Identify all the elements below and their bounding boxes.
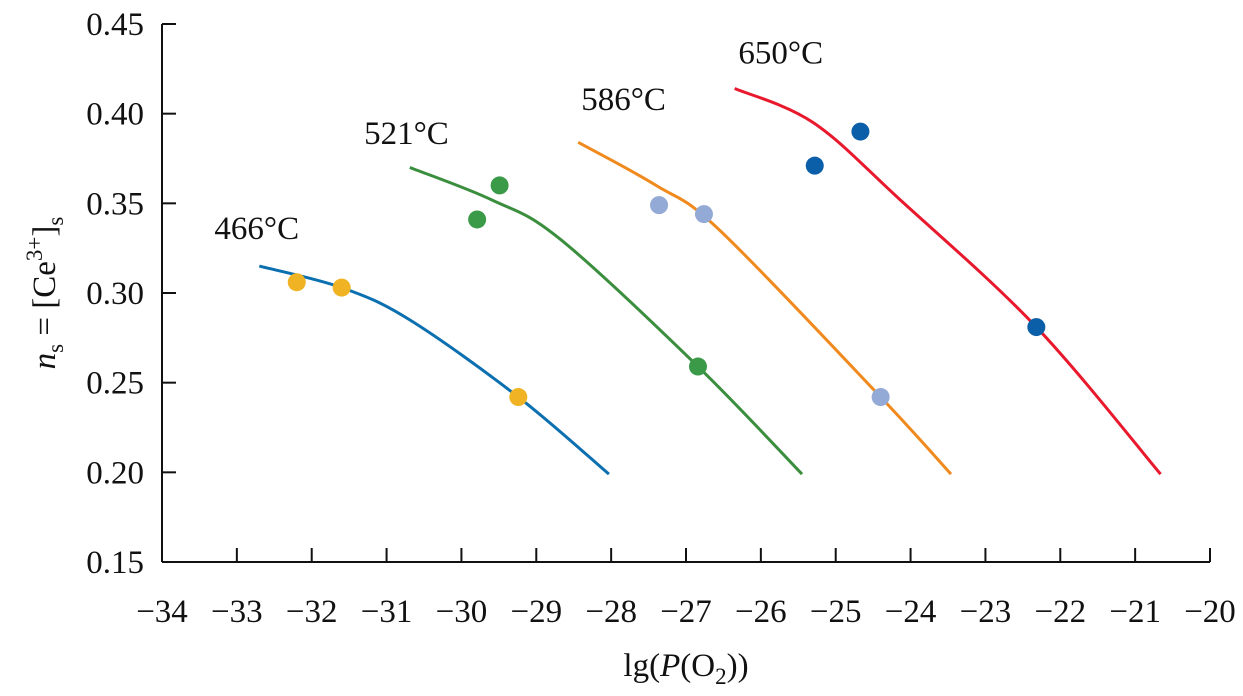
y-tick-label: 0.25 — [86, 366, 144, 402]
y-tick-label: 0.30 — [86, 276, 144, 312]
x-tick-label: −24 — [885, 594, 937, 630]
fit-curves — [258, 87, 1162, 476]
data-point — [871, 388, 890, 407]
y-tick-label: 0.40 — [86, 97, 144, 133]
x-tick-label: −33 — [211, 594, 263, 630]
y-tick-label: 0.45 — [86, 7, 144, 43]
fit-curve-1 — [409, 166, 804, 476]
data-point — [1027, 318, 1046, 337]
x-tick-label: −34 — [136, 594, 188, 630]
fit-curve-0 — [258, 264, 610, 476]
data-point — [694, 205, 713, 224]
x-tick-label: −30 — [436, 594, 488, 630]
data-point — [509, 388, 528, 407]
x-tick-label: −21 — [1109, 594, 1161, 630]
x-tick-label: −23 — [960, 594, 1012, 630]
x-tick-label: −32 — [286, 594, 338, 630]
x-tick-label: −27 — [660, 594, 712, 630]
y-tick-label: 0.35 — [86, 186, 144, 222]
y-tick-label: 0.15 — [86, 545, 144, 581]
series-label: 650°C — [738, 35, 823, 71]
y-axis-label: ns = [Ce3+]s — [22, 217, 68, 370]
x-tick-label: −20 — [1184, 594, 1236, 630]
data-point — [805, 156, 824, 175]
data-point — [287, 273, 306, 292]
fit-curve-2 — [577, 141, 953, 476]
axes: −34 −33 −32 −31 −30 −29 −28 −27 −26 −25 −24 −23 −22−… — [86, 7, 1236, 630]
x-tick-label: −25 — [810, 594, 862, 630]
data-point — [650, 196, 669, 215]
series-label: 466°C — [214, 211, 299, 247]
series-label: 586°C — [581, 82, 666, 118]
x-tick-label: −22 — [1034, 594, 1086, 630]
x-axis-label: lg(P(O2)) — [623, 648, 748, 689]
data-points — [287, 122, 1046, 407]
x-tick-label: −28 — [585, 594, 637, 630]
series-label: 521°C — [364, 116, 449, 152]
y-tick-label: 0.20 — [86, 455, 144, 491]
fit-curve-3 — [734, 87, 1162, 476]
x-tick-label: −26 — [735, 594, 787, 630]
data-point — [851, 122, 870, 141]
series-labels: 466°C 521°C 586°C 650°C — [214, 35, 823, 247]
x-tick-label: −29 — [510, 594, 562, 630]
data-point — [688, 357, 707, 376]
data-point — [468, 210, 487, 229]
x-tick-label: −31 — [361, 594, 413, 630]
data-point — [490, 176, 509, 195]
data-point — [332, 278, 351, 297]
